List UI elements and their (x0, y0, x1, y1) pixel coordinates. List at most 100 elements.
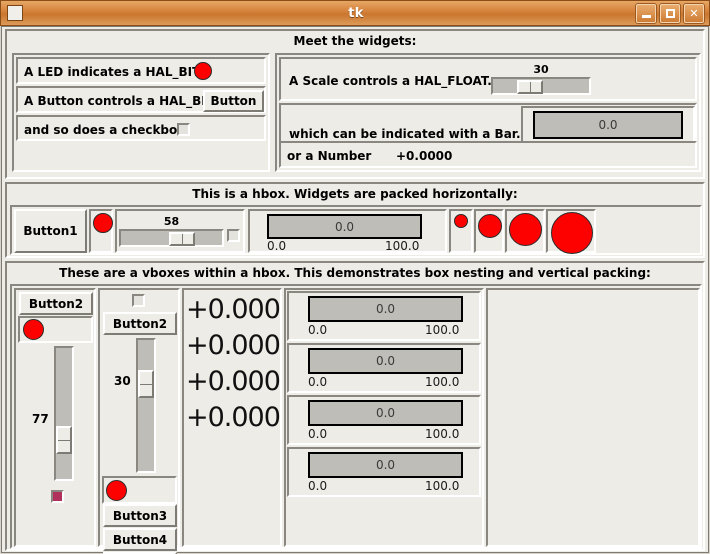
col1-led (23, 319, 44, 340)
col4-bar-frame-3: 0.0 0.0 100.0 (287, 447, 481, 497)
col1-led-frame (18, 316, 93, 343)
hbox-led-frame-4 (546, 209, 596, 254)
section-hbox: This is a hbox. Widgets are packed horiz… (5, 182, 705, 258)
window-controls: ✕ (636, 4, 704, 24)
hbox-bar-max: 100.0 (385, 239, 420, 253)
col1-checkbox[interactable] (51, 490, 64, 503)
col4-bar-value-0: 0.0 (308, 296, 463, 322)
hal-bit-button[interactable]: Button (203, 90, 264, 112)
top-header: Meet the widgets: (293, 34, 417, 48)
checkbox-row-label: and so does a checkbox (24, 123, 186, 137)
led-row-label: A LED indicates a HAL_BIT: (24, 65, 205, 79)
scale-thumb[interactable] (517, 80, 543, 94)
number-row-label: or a Number (287, 149, 372, 163)
checkbox-row: and so does a checkbox (16, 115, 266, 141)
window-body: Meet the widgets: A LED indicates a HAL_… (1, 26, 709, 554)
hbox-scale-trough[interactable] (119, 229, 224, 247)
window-icon[interactable] (7, 5, 23, 21)
hal-bit-checkbox[interactable] (177, 123, 190, 136)
col2-button5[interactable]: Button5 (103, 552, 177, 554)
col4-bar-max-2: 100.0 (425, 427, 460, 441)
col3-number-2: +0.000 (186, 366, 281, 397)
col2-scale-thumb[interactable] (138, 370, 154, 398)
col1-scale-trough[interactable] (54, 346, 74, 481)
col2-button3[interactable]: Button3 (103, 504, 177, 527)
scale-row-label: A Scale controls a HAL_FLOAT... (289, 74, 501, 88)
top-right-frame: A Scale controls a HAL_FLOAT... 30 which… (275, 53, 701, 172)
hbox-led-1 (454, 214, 468, 228)
section-vbox: These are a vboxes within a hbox. This d… (5, 261, 705, 554)
hbox-led-frame-1 (449, 209, 473, 253)
bar-row-label: which can be indicated with a Bar... (289, 127, 530, 141)
hbox-scale-frame: 58 (115, 209, 245, 253)
hbox-scale[interactable]: 58 (119, 215, 224, 249)
vbox-col5-empty (486, 288, 700, 547)
col2-checkbox[interactable] (132, 294, 145, 307)
hbox-led-4 (551, 212, 593, 254)
hbox-led-2 (478, 214, 502, 238)
hbox-led-frame-3 (505, 209, 545, 253)
vbox-col4: 0.0 0.0 100.0 0.0 0.0 100.0 0.0 0.0 100.… (284, 288, 484, 547)
col4-bar-min-3: 0.0 (308, 479, 328, 493)
hbox-bar-frame: 0.0 0.0 100.0 (248, 209, 447, 253)
col4-bar-frame-1: 0.0 0.0 100.0 (287, 343, 481, 393)
col2-button2[interactable]: Button2 (103, 312, 177, 335)
vbox-header: These are a vboxes within a hbox. This d… (59, 266, 651, 280)
col1-scale-thumb[interactable] (56, 426, 72, 454)
col2-scale-trough[interactable] (136, 338, 156, 473)
col4-bar-value-1: 0.0 (308, 348, 463, 374)
hbox-checkbox[interactable] (227, 229, 240, 242)
col1-button2[interactable]: Button2 (19, 292, 93, 315)
col1-scale-value: 77 (32, 412, 49, 426)
col4-bar-min-1: 0.0 (308, 375, 328, 389)
vbox-frame: Button2 77 Button2 (10, 284, 702, 554)
hbox-led-frame (89, 209, 113, 253)
col4-bar-frame-2: 0.0 0.0 100.0 (287, 395, 481, 445)
scale-trough[interactable] (491, 77, 591, 95)
scale-value: 30 (533, 63, 549, 76)
col4-bar-max-3: 100.0 (425, 479, 460, 493)
vbox-col3: +0.000 +0.000 +0.000 +0.000 (182, 288, 282, 547)
col2-button4[interactable]: Button4 (103, 528, 177, 551)
top-left-frame: A LED indicates a HAL_BIT: A Button cont… (12, 53, 270, 172)
col4-bar-min-2: 0.0 (308, 427, 328, 441)
hbox-header: This is a hbox. Widgets are packed horiz… (192, 187, 518, 201)
hbox-bar-min: 0.0 (267, 239, 287, 253)
col2-scale[interactable]: 30 (108, 338, 178, 478)
col4-bar-max-0: 100.0 (425, 323, 460, 337)
col3-number-0: +0.000 (186, 294, 281, 325)
col2-led (106, 480, 127, 501)
vbox-col1: Button2 77 (14, 288, 96, 547)
hbox-led-frame-2 (474, 209, 504, 253)
minimize-button[interactable] (636, 4, 656, 23)
button-row-label: A Button controls a HAL_BIT... (24, 94, 226, 108)
title-bar: tk ✕ (0, 0, 710, 26)
col4-bar-value-3: 0.0 (308, 452, 463, 478)
led-row: A LED indicates a HAL_BIT: (16, 57, 266, 84)
number-value: +0.0000 (396, 149, 453, 163)
col2-scale-value: 30 (114, 374, 131, 388)
hbox-scale-thumb[interactable] (169, 232, 195, 246)
hbox-scale-value: 58 (163, 215, 180, 228)
window-title: tk (348, 6, 364, 21)
scale-row: A Scale controls a HAL_FLOAT... 30 (279, 57, 697, 101)
hbox-frame: Button1 58 0.0 0.0 100.0 (10, 205, 702, 255)
col4-bar-value-2: 0.0 (308, 400, 463, 426)
bar-row: which can be indicated with a Bar... 0.0… (279, 103, 697, 159)
col3-number-3: +0.000 (186, 402, 281, 433)
col1-scale[interactable]: 77 (26, 346, 96, 486)
button-row: A Button controls a HAL_BIT... Button (16, 86, 266, 113)
led-indicator (194, 62, 212, 80)
hbox-button1[interactable]: Button1 (14, 209, 87, 253)
col4-bar-min-0: 0.0 (308, 323, 328, 337)
hbox-led (93, 213, 113, 233)
bar-value: 0.0 (533, 111, 683, 139)
section-top: Meet the widgets: A LED indicates a HAL_… (5, 29, 705, 179)
hbox-led-3 (509, 213, 542, 246)
hal-float-scale[interactable]: 30 (491, 63, 591, 97)
close-button[interactable]: ✕ (684, 4, 704, 23)
maximize-button[interactable] (660, 4, 680, 23)
vbox-col2: Button2 30 Button3 Button4 Button5 (98, 288, 180, 554)
number-row: or a Number +0.0000 (279, 141, 697, 168)
